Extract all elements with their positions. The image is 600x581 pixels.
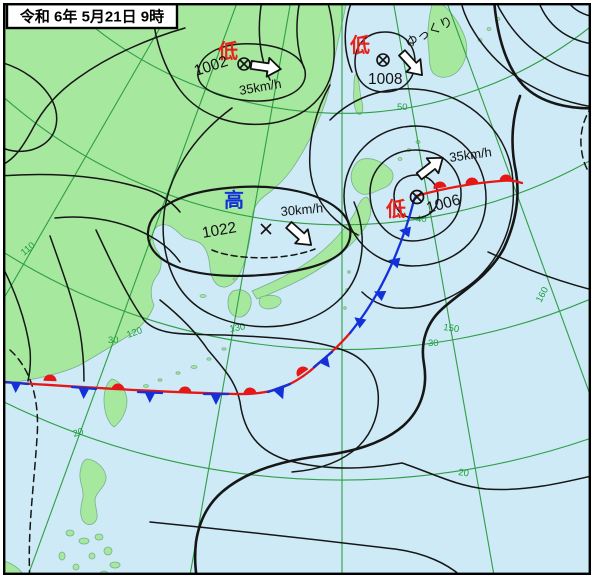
parallel-20n [3, 400, 591, 481]
isobar-west-b [54, 216, 181, 263]
meridian-130e [189, 3, 292, 575]
philippine-islands [58, 529, 129, 575]
low-1006-speed-label: 35km/h [448, 144, 492, 165]
parallel-30n [3, 251, 591, 351]
high-1022-center-symbol [260, 223, 272, 235]
low-1008-pressure-label: 1008 [368, 71, 402, 88]
isobar-south-low [149, 521, 461, 575]
low-1002-speed-label: 35km/h [238, 76, 283, 98]
low-1002-center-symbol [237, 57, 251, 71]
land-group [3, 3, 501, 575]
low-1006-type-label: 低 [385, 197, 406, 221]
isobar-corner-3 [496, 3, 591, 78]
isobar-ridge-30n [95, 229, 380, 473]
title-box: 令和 6年 5月21日 9時 [5, 3, 179, 30]
lat-30-east-label: 30 [428, 338, 439, 349]
taiwan [103, 378, 128, 428]
isobar-west-a [3, 173, 181, 213]
hokkaido [350, 158, 394, 195]
meridian-110e [3, 3, 175, 301]
lat-40-label: 40 [416, 214, 427, 225]
honshu [251, 196, 372, 300]
isobar-corner-1 [568, 3, 591, 17]
low-1006-center-symbol [409, 189, 425, 205]
isobar-1008-west [344, 3, 353, 73]
isobar-thick-east [193, 94, 522, 575]
high-1022-speed-label: 30km/h [280, 200, 324, 219]
ryukyu-islands [143, 277, 238, 388]
isobar-high-closed [146, 185, 352, 277]
lat-20-west-label: 20 [72, 426, 85, 440]
kyushu [227, 289, 252, 318]
meridian-160e [446, 3, 591, 399]
isobar-high-inner-dashed [211, 248, 316, 259]
low-1008-center-symbol [376, 53, 390, 67]
meridian-120e [27, 3, 238, 575]
isobar-south-long [159, 299, 591, 491]
parallel-50n [65, 3, 591, 114]
isobar-1006-ring4 [329, 88, 515, 309]
isobar-nw-2 [3, 62, 58, 153]
isobar-east-tail [487, 251, 591, 291]
meridian-150e [392, 3, 495, 575]
corner-island [3, 560, 24, 575]
lat-50-label: 50 [397, 102, 408, 113]
isobar-sw-1 [3, 266, 32, 382]
lat-30-west-label: 30 [108, 335, 119, 346]
map-frame [2, 2, 591, 575]
isobar-continent-n2 [296, 3, 305, 69]
asian-continent [3, 3, 347, 385]
isobar-1006-ring2 [369, 149, 462, 242]
sakhalin [427, 3, 468, 78]
front-cold-line [348, 194, 418, 335]
low-1002-type-label: 低 [217, 39, 238, 63]
luzon [79, 458, 107, 525]
isobar-thick-ne [492, 3, 591, 110]
chart-date-title: 令和 6年 5月21日 9時 [20, 8, 164, 26]
isobar-nw-1 [3, 27, 186, 166]
isobar-sw-dashed [9, 349, 39, 575]
isobar-1002-outer [151, 3, 335, 126]
isobar-corner-2 [538, 3, 591, 45]
low-1008-type-label: 低 [349, 33, 370, 57]
grid-labels: 110 120 130 150 160 20 20 30 30 40 50 [19, 102, 551, 479]
isobar-1006-ring1 [393, 174, 439, 219]
isobar-corner-4 [460, 3, 591, 108]
high-1022-pressure-label: 1022 [201, 219, 238, 242]
lon-120-label: 120 [125, 325, 144, 341]
lon-150-label: 150 [443, 322, 460, 335]
isobar-japansea [308, 84, 359, 236]
isobar-1006-ring3 [343, 125, 487, 267]
isobar-sw-2 [49, 235, 85, 382]
lat-20-east-label: 20 [458, 467, 470, 479]
isobar-1002-inner [197, 43, 306, 102]
isobar-high-trough [162, 107, 363, 328]
shikoku [258, 294, 282, 310]
coastal-sliver [353, 73, 364, 115]
front-group [3, 174, 524, 405]
high-1022-type-label: 高 [224, 188, 244, 212]
